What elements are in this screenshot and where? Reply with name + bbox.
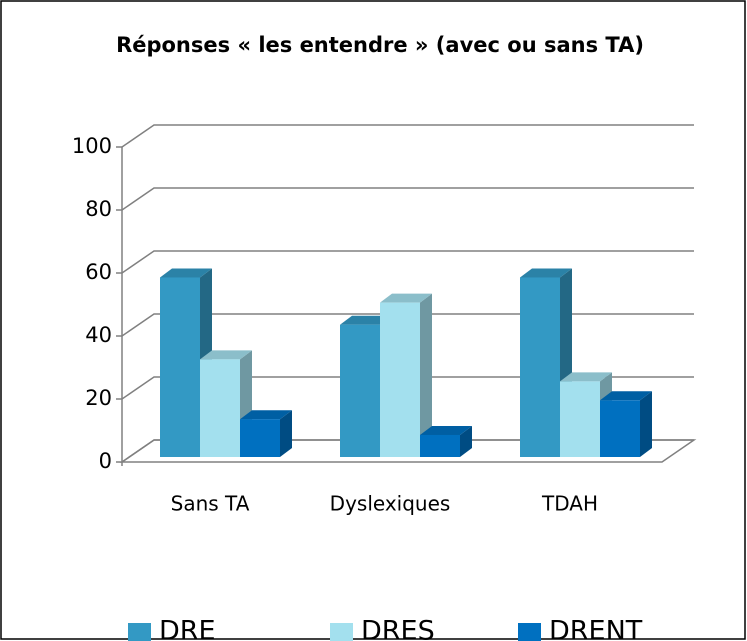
y-tick-label: 0: [99, 449, 112, 473]
y-tick-label: 40: [85, 323, 112, 347]
bar-top: [200, 350, 252, 360]
grid-line: [121, 439, 694, 463]
bar-front: [520, 277, 560, 457]
bar: [380, 293, 432, 457]
y-tick-label: 100: [72, 134, 112, 158]
bar-front: [560, 381, 600, 457]
bar-side: [280, 410, 292, 457]
legend-swatch: [330, 623, 353, 641]
bar-top: [520, 268, 572, 278]
bar-front: [420, 434, 460, 457]
bar-top: [380, 293, 432, 303]
bar-front: [340, 324, 380, 457]
grid-line: [121, 187, 694, 211]
bar: [160, 268, 212, 457]
legend-swatch: [128, 623, 151, 641]
legend-swatch: [518, 623, 541, 641]
y-tick-label: 80: [85, 197, 112, 221]
bar: [420, 425, 472, 457]
bar-side: [460, 425, 472, 457]
bar-top: [600, 391, 652, 401]
bar-side: [420, 293, 432, 457]
bar-front: [600, 400, 640, 457]
bar-side: [640, 391, 652, 457]
y-tick-label: 20: [85, 386, 112, 410]
bar-top: [560, 372, 612, 382]
x-tick-label: TDAH: [541, 492, 598, 516]
bar-top: [340, 315, 392, 325]
bar: [240, 410, 292, 457]
legend-label: DRE: [159, 616, 216, 641]
bar-front: [240, 419, 280, 457]
x-tick-label: Dyslexiques: [330, 492, 451, 516]
bar: [600, 391, 652, 457]
grid-line: [121, 313, 694, 337]
legend-label: DRES: [361, 616, 435, 641]
bar-front: [160, 277, 200, 457]
bar-front: [380, 302, 420, 457]
bar-top: [420, 425, 472, 435]
x-tick-label: Sans TA: [171, 492, 250, 516]
legend-label: DRENT: [549, 616, 643, 641]
bar-top: [240, 410, 292, 420]
chart-title: Réponses « les entendre » (avec ou sans …: [116, 33, 644, 57]
bar-top: [160, 268, 212, 278]
grid-line: [121, 124, 694, 148]
grid-line: [121, 250, 694, 274]
grid-line: [121, 376, 694, 400]
y-tick-label: 60: [85, 260, 112, 284]
bar-front: [200, 359, 240, 457]
